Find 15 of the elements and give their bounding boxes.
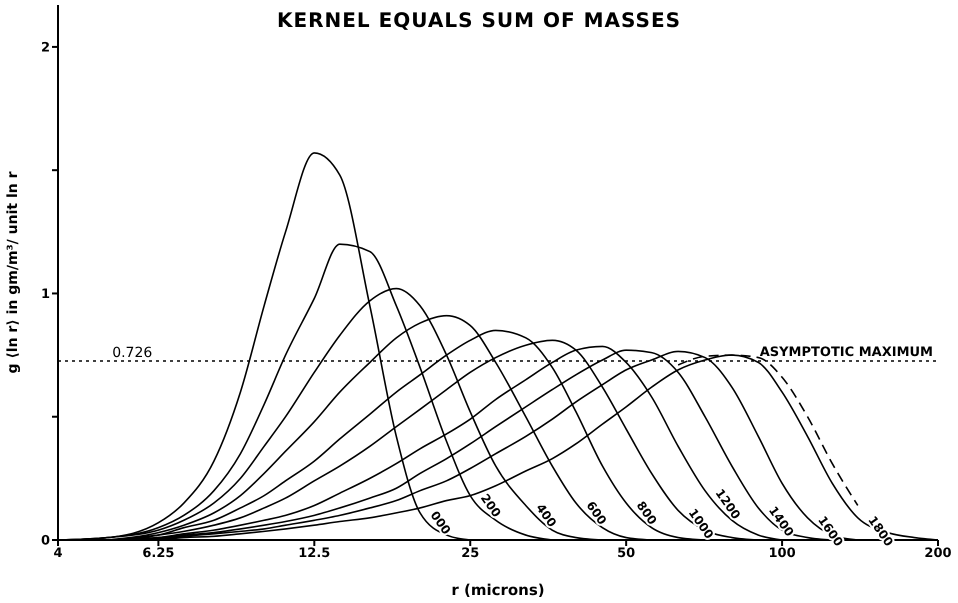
x-tick-label: 12.5 — [298, 546, 330, 562]
chart-title: KERNEL EQUALS SUM OF MASSES — [276, 8, 682, 32]
ref-line-label: ASYMPTOTIC MAXIMUM — [760, 345, 933, 360]
x-tick-label: 50 — [617, 546, 636, 562]
annotation: 0.726 — [112, 345, 152, 362]
x-axis-title: r (microns) — [451, 581, 545, 599]
x-tick-label: 6.25 — [142, 546, 174, 562]
y-tick-label: 0 — [40, 534, 50, 549]
x-tick-label: 4 — [53, 546, 63, 562]
x-tick-label: 100 — [768, 546, 796, 562]
x-tick-label: 200 — [924, 546, 952, 562]
y-tick-label: 2 — [40, 40, 50, 56]
x-tick-label: 25 — [461, 546, 480, 562]
y-axis-title: g ⟨ln r⟩ in gm/m³/ unit ln r — [4, 171, 21, 374]
y-tick-label: 1 — [40, 287, 50, 302]
